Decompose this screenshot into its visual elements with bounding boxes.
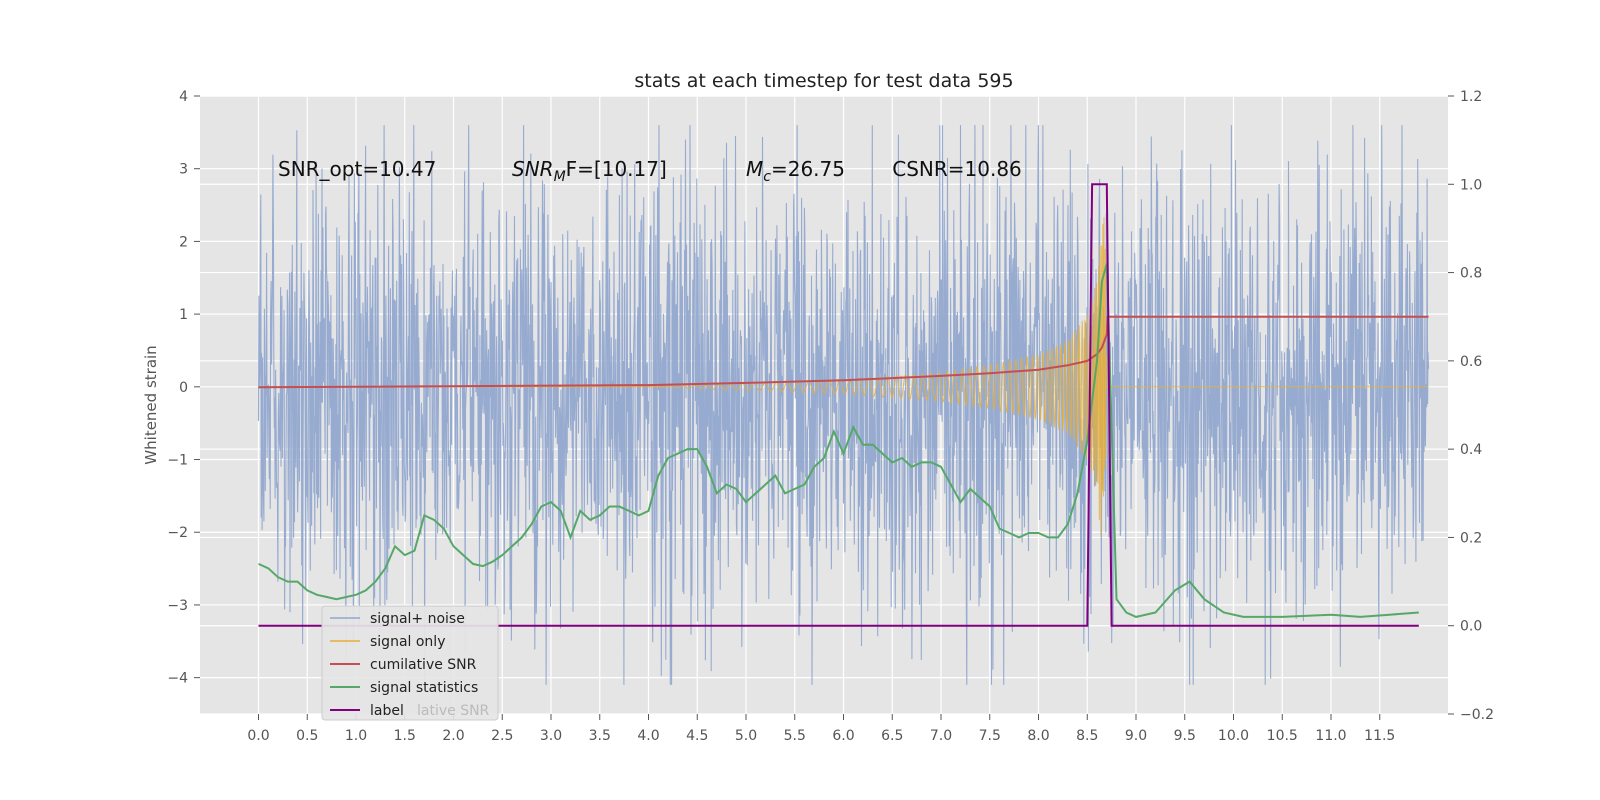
chart-title: stats at each timestep for test data 595 (634, 70, 1013, 92)
x-tick-label: 5.0 (735, 728, 757, 744)
annotation-rest: F=[10.17] (566, 157, 667, 181)
x-axis: 0.0 0.5 1.0 1.5 2.0 2.5 3.0 3.5 4.0 4.5 5.0 5.5 6.0 6… (247, 714, 1395, 744)
annotation-text: CSNR=10.86 (892, 157, 1022, 181)
x-tick-label: 0.0 (247, 728, 269, 744)
x-tick-label: 8.0 (1027, 728, 1049, 744)
annotation-main: SNR (512, 157, 554, 181)
annotation-text: SNRMF=[10.17] (512, 157, 667, 185)
x-tick-label: 7.5 (979, 728, 1001, 744)
annotation-rest: =26.75 (771, 157, 845, 181)
y2-tick-label: 0.8 (1460, 266, 1482, 282)
y-tick-label: 0 (179, 380, 188, 396)
x-tick-label: 0.5 (296, 728, 318, 744)
x-tick-label: 2.5 (491, 728, 513, 744)
annotation-text: SNR_opt=10.47 (278, 157, 436, 181)
y-tick-label: −4 (167, 671, 188, 687)
legend-label: label (370, 703, 404, 719)
legend: signal+ noise signal only cumilative SNR si… (321, 605, 499, 721)
x-tick-label: 10.0 (1218, 728, 1249, 744)
y-tick-label: 1 (179, 307, 188, 323)
x-tick-label: 6.5 (881, 728, 903, 744)
x-tick-label: 5.5 (784, 728, 806, 744)
left-axis: −4 −3 −2 −1 0 1 2 3 4 (167, 89, 200, 687)
x-tick-label: 4.0 (637, 728, 659, 744)
series-line-signal-statistics (258, 263, 1419, 618)
annotation-subscript: c (763, 169, 771, 185)
x-tick-label: 7.0 (930, 728, 952, 744)
series-line-label (258, 183, 1419, 627)
x-tick-label: 9.0 (1125, 728, 1147, 744)
series-signal-noise (257, 125, 1430, 685)
y-tick-label: 4 (179, 89, 188, 105)
y-tick-label: 3 (179, 162, 188, 178)
y2-tick-label: 0.6 (1460, 354, 1482, 370)
y2-tick-label: 1.0 (1460, 177, 1482, 193)
y2-tick-label: 1.2 (1460, 89, 1482, 105)
annotation-main: M (746, 157, 763, 181)
legend-label: signal only (370, 634, 445, 650)
legend-label: signal statistics (370, 680, 478, 696)
series-line-cumilative-snr (258, 315, 1429, 389)
series-lines (258, 183, 1429, 627)
x-tick-label: 1.0 (345, 728, 367, 744)
y2-tick-label: 0.2 (1460, 530, 1482, 546)
y2-tick-label: 0.4 (1460, 442, 1482, 458)
y-tick-label: 2 (179, 234, 188, 250)
right-axis: −0.2 0.0 0.2 0.4 0.6 0.8 1.0 1.2 (1448, 89, 1494, 723)
x-tick-label: 8.5 (1076, 728, 1098, 744)
annotation-subscript: M (554, 169, 566, 185)
x-tick-label: 11.5 (1364, 728, 1395, 744)
legend-overlap-text: lative SNR (417, 703, 490, 719)
x-tick-label: 11.0 (1315, 728, 1346, 744)
y2-tick-label: 0.0 (1460, 619, 1482, 635)
x-tick-label: 10.5 (1267, 728, 1298, 744)
x-tick-label: 1.5 (394, 728, 416, 744)
y-tick-label: −3 (167, 598, 188, 614)
legend-box (321, 605, 499, 721)
x-tick-label: 3.0 (540, 728, 562, 744)
signal-noise-line (257, 125, 1430, 685)
annotation-text: Mc=26.75 (746, 157, 845, 185)
x-tick-label: 6.0 (832, 728, 854, 744)
y-axis-label: Whitened strain (142, 345, 160, 464)
y-tick-label: −2 (167, 525, 188, 541)
x-tick-label: 3.5 (589, 728, 611, 744)
x-tick-label: 9.5 (1174, 728, 1196, 744)
annotations: SNR_opt=10.47 SNRMF=[10.17] Mc=26.75 CSNR=1… (278, 157, 1022, 185)
x-tick-label: 2.0 (442, 728, 464, 744)
y-tick-label: −1 (167, 453, 188, 469)
legend-label: signal+ noise (370, 611, 465, 627)
x-tick-label: 4.5 (686, 728, 708, 744)
legend-label: cumilative SNR (370, 657, 477, 673)
y2-tick-label: −0.2 (1460, 707, 1494, 723)
